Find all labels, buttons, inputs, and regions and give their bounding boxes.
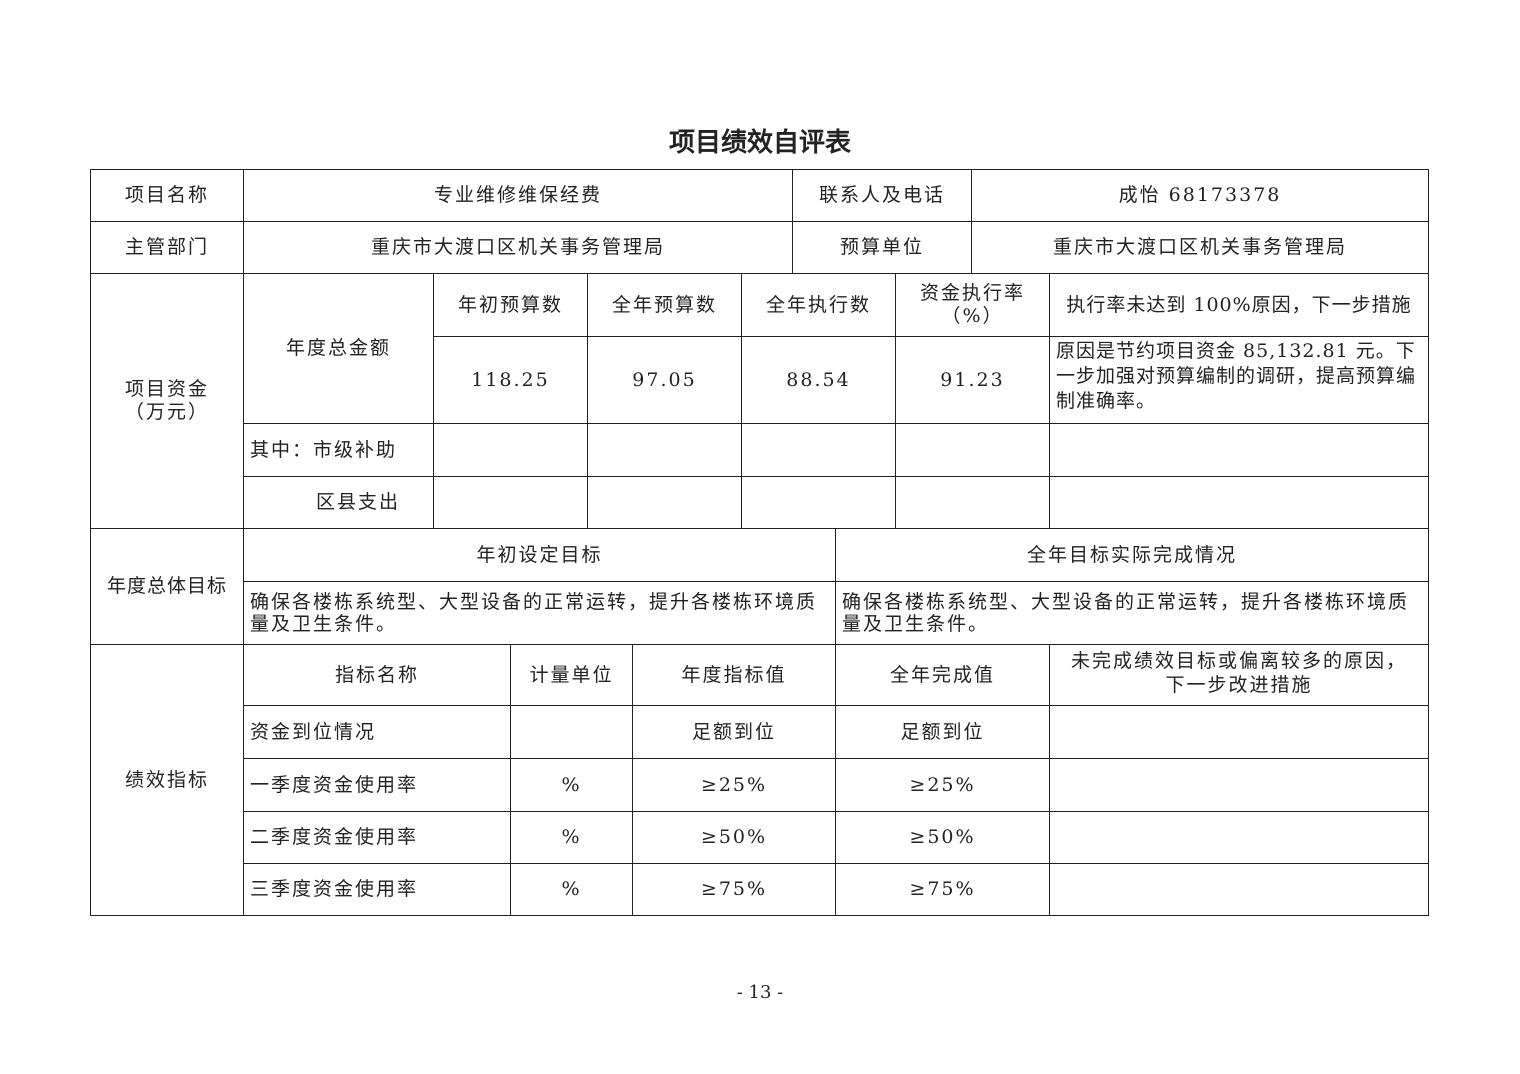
ind-header-target: 年度指标值 — [632, 644, 836, 706]
goals-actual: 确保各楼栋系统型、大型设备的正常运转，提升各楼栋环境质量及卫生条件。 — [835, 581, 1429, 645]
page-number: - 13 - — [736, 982, 784, 1003]
empty-cell — [587, 476, 742, 529]
ind-header-reason: 未完成绩效目标或偏离较多的原因，下一步改进措施 — [1049, 644, 1429, 706]
goals-label: 年度总体目标 — [90, 528, 244, 645]
empty-cell — [741, 423, 896, 477]
goals-actual-label: 全年目标实际完成情况 — [835, 528, 1429, 582]
empty-cell — [433, 423, 588, 477]
empty-cell — [1049, 423, 1429, 477]
unit: 重庆市大渡口区机关事务管理局 — [971, 221, 1429, 274]
dept-label: 主管部门 — [90, 221, 244, 274]
ind-target: 足额到位 — [632, 705, 836, 759]
ind-unit: % — [510, 863, 633, 916]
empty-cell — [433, 476, 588, 529]
project-name: 专业维修维保经费 — [243, 169, 793, 222]
ind-header-actual: 全年完成值 — [835, 644, 1050, 706]
total-label: 年度总金额 — [243, 273, 434, 424]
ind-target: ≥75% — [632, 863, 836, 916]
header-rate: 资金执行率（%） — [895, 273, 1050, 337]
empty-cell — [741, 476, 896, 529]
empty-cell — [895, 476, 1050, 529]
project-name-label: 项目名称 — [90, 169, 244, 222]
contact-label: 联系人及电话 — [792, 169, 972, 222]
empty-cell — [1049, 476, 1429, 529]
contact: 成怡 68173378 — [971, 169, 1429, 222]
ind-reason — [1049, 863, 1429, 916]
header-initial-budget: 年初预算数 — [433, 273, 588, 337]
header-annual-budget: 全年预算数 — [587, 273, 742, 337]
ind-name: 三季度资金使用率 — [243, 863, 511, 916]
dept: 重庆市大渡口区机关事务管理局 — [243, 221, 793, 274]
ind-actual: ≥75% — [835, 863, 1050, 916]
ind-name: 一季度资金使用率 — [243, 758, 511, 812]
rate: 91.23 — [895, 336, 1050, 424]
ind-header-unit: 计量单位 — [510, 644, 633, 706]
unit-label: 预算单位 — [792, 221, 972, 274]
city-label: 其中：市级补助 — [243, 423, 434, 477]
header-executed: 全年执行数 — [741, 273, 896, 337]
ind-target: ≥50% — [632, 811, 836, 864]
empty-cell — [895, 423, 1050, 477]
executed: 88.54 — [741, 336, 896, 424]
empty-cell — [587, 423, 742, 477]
reason: 原因是节约项目资金 85,132.81 元。下一步加强对预算编制的调研，提高预算… — [1049, 336, 1429, 424]
goals-set: 确保各楼栋系统型、大型设备的正常运转，提升各楼栋环境质量及卫生条件。 — [243, 581, 836, 645]
ind-reason — [1049, 705, 1429, 759]
ind-target: ≥25% — [632, 758, 836, 812]
ind-unit: % — [510, 811, 633, 864]
ind-name: 资金到位情况 — [243, 705, 511, 759]
ind-name: 二季度资金使用率 — [243, 811, 511, 864]
ind-reason — [1049, 758, 1429, 812]
goals-set-label: 年初设定目标 — [243, 528, 836, 582]
annual-budget: 97.05 — [587, 336, 742, 424]
ind-unit — [510, 705, 633, 759]
ind-actual: ≥50% — [835, 811, 1050, 864]
ind-header-name: 指标名称 — [243, 644, 511, 706]
ind-reason — [1049, 811, 1429, 864]
page-title: 项目绩效自评表 — [668, 128, 851, 158]
indicators-label: 绩效指标 — [90, 644, 244, 916]
header-reason: 执行率未达到 100%原因，下一步措施 — [1049, 273, 1429, 337]
funds-label: 项目资金（万元） — [90, 273, 244, 529]
ind-actual: 足额到位 — [835, 705, 1050, 759]
ind-actual: ≥25% — [835, 758, 1050, 812]
initial-budget: 118.25 — [433, 336, 588, 424]
county-label: 区县支出 — [243, 476, 434, 529]
ind-unit: % — [510, 758, 633, 812]
